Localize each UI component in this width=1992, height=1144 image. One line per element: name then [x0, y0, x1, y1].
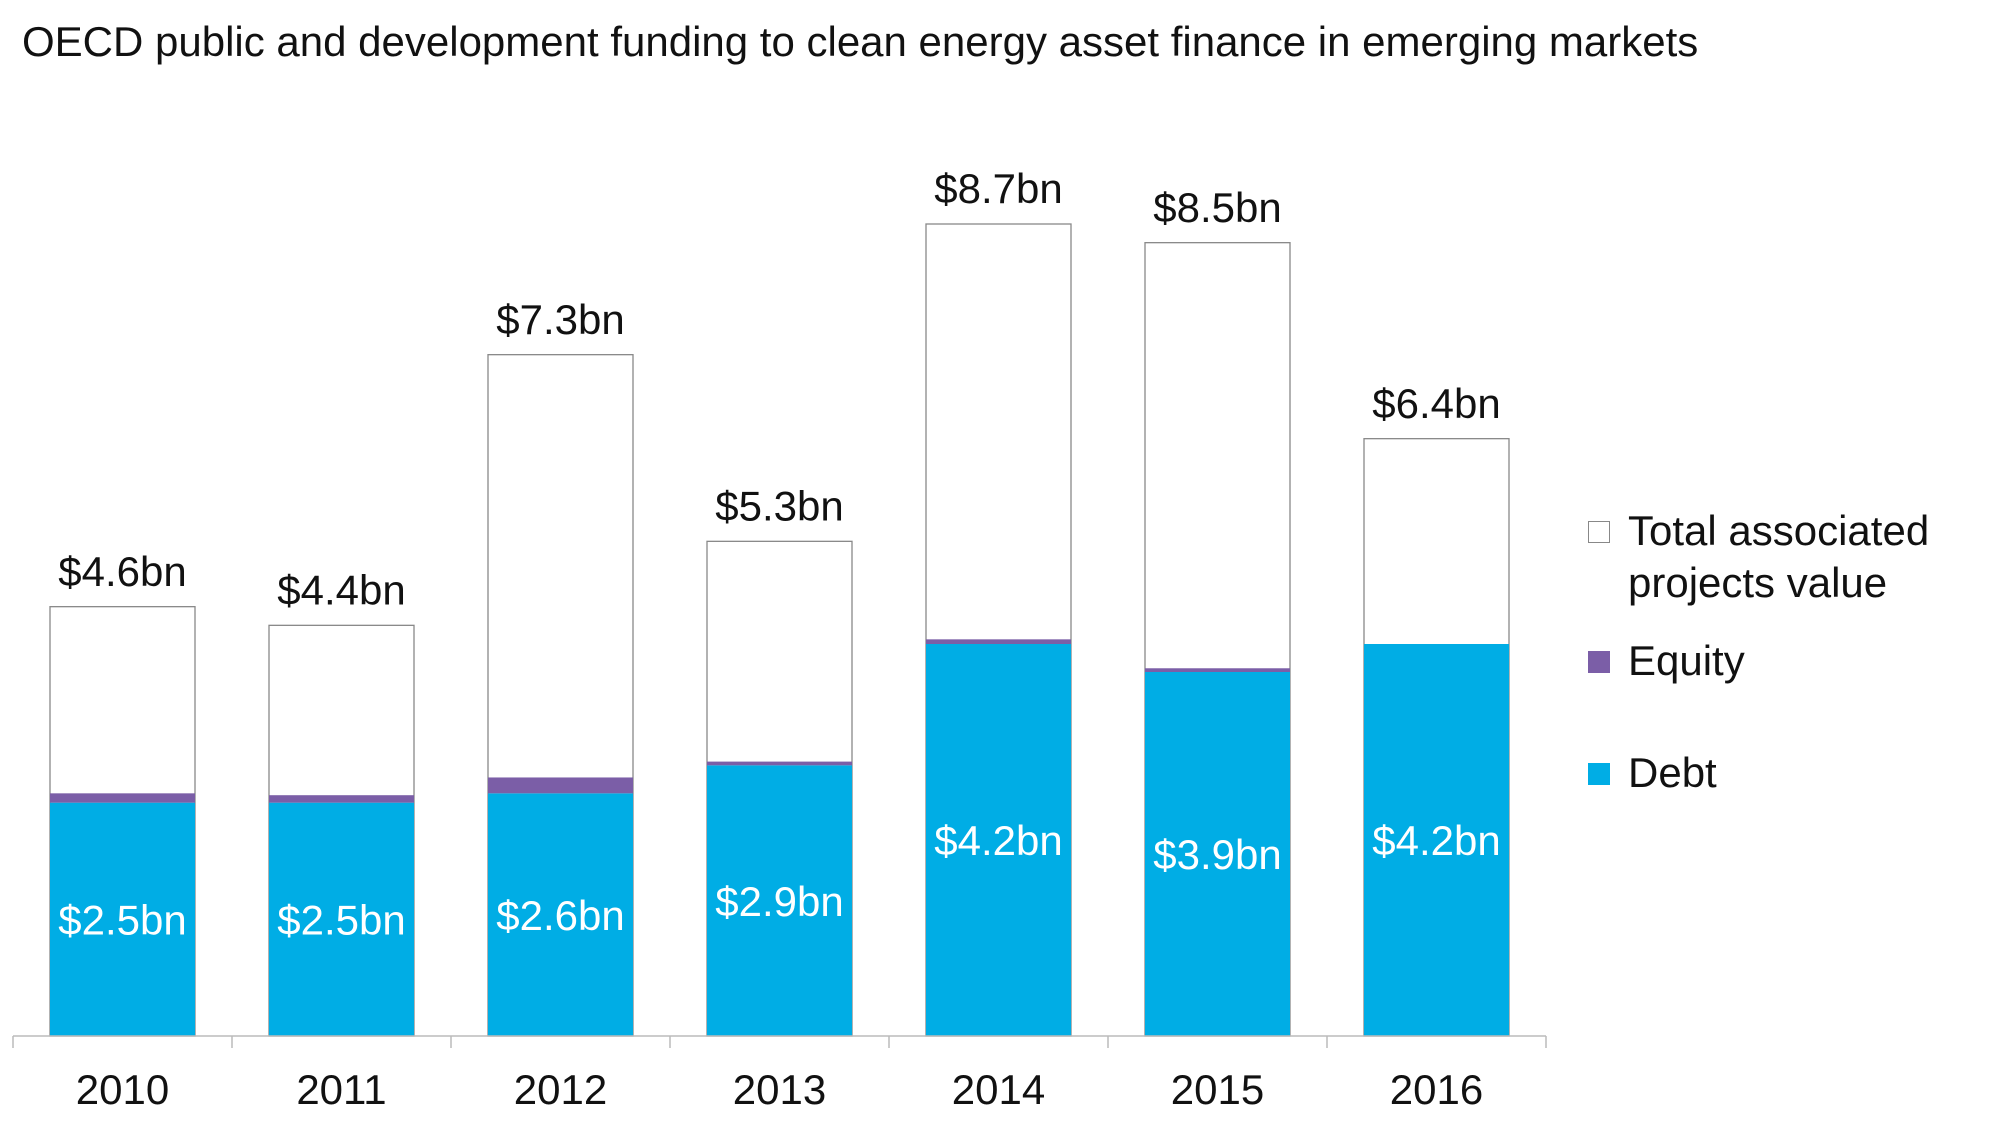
x-tick-label: 2012 — [514, 1066, 607, 1113]
debt-bar — [707, 765, 852, 1036]
debt-label: $2.5bn — [58, 896, 186, 943]
debt-label: $4.2bn — [934, 817, 1062, 864]
legend-swatch — [1588, 651, 1610, 673]
debt-label: $4.2bn — [1372, 817, 1500, 864]
chart-title: OECD public and development funding to c… — [22, 18, 1698, 65]
total-label: $5.3bn — [715, 482, 843, 529]
total-label: $7.3bn — [496, 296, 624, 343]
equity-bar — [1145, 668, 1290, 672]
equity-bar — [269, 795, 414, 803]
x-tick-label: 2010 — [76, 1066, 169, 1113]
equity-bar — [926, 639, 1071, 644]
debt-bar — [269, 802, 414, 1036]
debt-bar — [488, 793, 633, 1036]
x-tick-label: 2013 — [733, 1066, 826, 1113]
total-label: $6.4bn — [1372, 380, 1500, 427]
total-label: $8.7bn — [934, 165, 1062, 212]
equity-bar — [488, 777, 633, 794]
debt-bar — [1364, 644, 1509, 1036]
x-tick-label: 2015 — [1171, 1066, 1264, 1113]
debt-label: $3.9bn — [1153, 831, 1281, 878]
debt-label: $2.9bn — [715, 878, 843, 925]
legend-item: Equity — [1588, 635, 1968, 687]
legend-item: Debt — [1588, 747, 1968, 799]
x-tick-label: 2016 — [1390, 1066, 1483, 1113]
legend-label: Total associated projects value — [1628, 507, 1930, 606]
equity-bar — [50, 793, 195, 803]
debt-bar — [1145, 672, 1290, 1036]
total-label: $8.5bn — [1153, 184, 1281, 231]
legend-swatch — [1588, 521, 1610, 543]
debt-label: $2.5bn — [277, 896, 405, 943]
legend: Total associated projects value Equity Deb… — [1588, 505, 1968, 799]
legend-swatch — [1588, 763, 1610, 785]
legend-label: Debt — [1628, 749, 1717, 796]
legend-label: Equity — [1628, 637, 1745, 684]
debt-bar — [926, 644, 1071, 1036]
legend-item: Total associated projects value — [1588, 505, 1968, 609]
total-label: $4.4bn — [277, 566, 405, 613]
total-label: $4.6bn — [58, 548, 186, 595]
x-tick-label: 2014 — [952, 1066, 1045, 1113]
debt-bar — [50, 802, 195, 1036]
equity-bar — [707, 761, 852, 766]
debt-label: $2.6bn — [496, 892, 624, 939]
x-tick-label: 2011 — [296, 1066, 386, 1113]
